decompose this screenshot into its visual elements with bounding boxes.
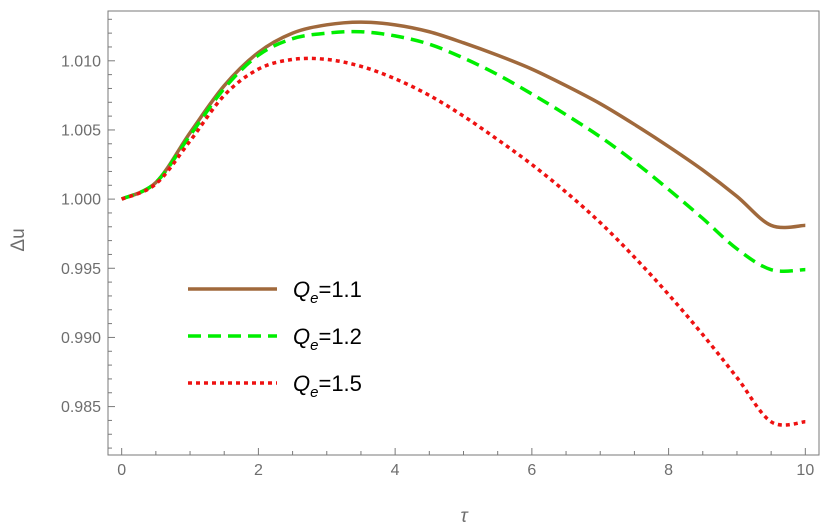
x-axis-ticks: 0 2 4 6 8 10 [117,448,814,479]
y-tick-label: 1.010 [61,53,101,70]
legend-symbol: Q [293,277,310,302]
legend-label: Qe=1.2 [293,324,362,354]
legend-symbol: Q [293,324,310,349]
x-tick-label: 10 [796,462,814,479]
legend-value: =1.5 [318,371,361,396]
x-tick-label: 2 [254,462,263,479]
legend-symbol: Q [293,371,310,396]
plot-frame [107,10,820,456]
y-tick-label: 0.995 [61,261,101,278]
x-tick-label: 6 [527,462,536,479]
legend: Qe=1.1Qe=1.2Qe=1.5 [188,277,362,401]
legend-subscript: e [310,384,318,401]
legend-value: =1.2 [318,324,361,349]
legend-subscript: e [310,337,318,354]
y-tick-label: 1.005 [61,122,101,139]
legend-value: =1.1 [318,277,361,302]
series-layer [120,20,806,427]
x-tick-label: 4 [391,462,400,479]
y-tick-label: 0.985 [61,399,101,416]
y-axis-ticks: 0.985 0.990 0.995 1.000 1.005 1.010 [61,18,115,449]
series-line-1 [120,20,806,230]
legend-label: Qe=1.5 [293,371,362,401]
series-line-3 [120,56,806,427]
y-axis-label: Δu [8,228,29,251]
legend-label: Qe=1.1 [293,277,362,307]
x-axis-label: τ [460,506,469,527]
y-tick-label: 1.000 [61,192,101,209]
series-line-2 [120,29,806,273]
x-tick-label: 0 [117,462,126,479]
x-tick-label: 8 [664,462,673,479]
y-tick-label: 0.990 [61,330,101,347]
legend-subscript: e [310,290,318,307]
